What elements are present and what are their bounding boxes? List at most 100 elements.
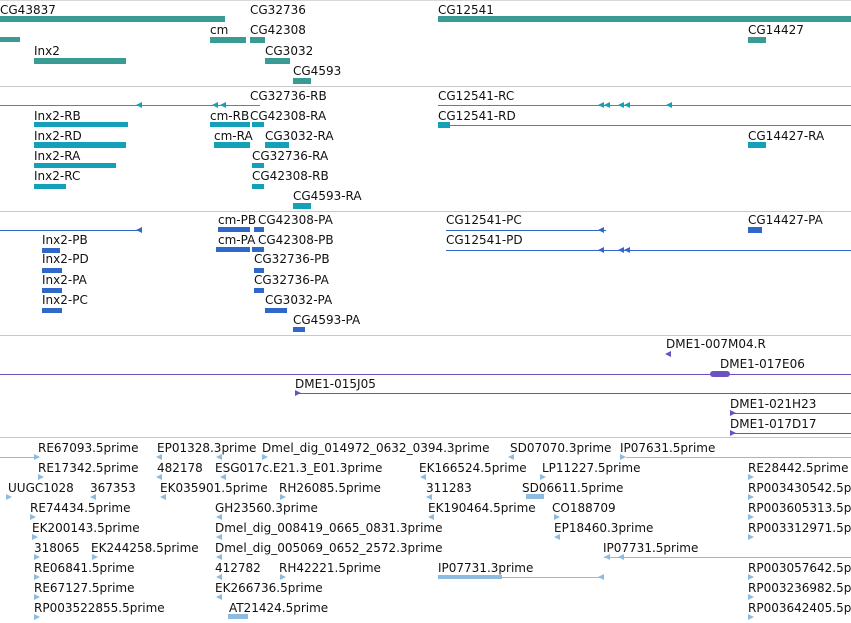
mrna-bar[interactable]	[293, 327, 305, 332]
est-bar[interactable]	[526, 494, 544, 499]
cdna-line[interactable]	[730, 413, 851, 414]
est-line[interactable]	[502, 577, 602, 578]
est-label[interactable]: SD07070.3prime	[510, 441, 612, 455]
mrna-bar[interactable]	[216, 247, 250, 252]
mrna-line[interactable]	[0, 230, 140, 231]
mrna-bar[interactable]	[748, 227, 762, 233]
mrna-label[interactable]: Inx2-PC	[42, 293, 88, 307]
est-bar[interactable]	[438, 575, 502, 579]
est-label[interactable]: LP11227.5prime	[542, 461, 641, 475]
cdna-line[interactable]	[730, 433, 851, 434]
mrna-label[interactable]: Inx2-PB	[42, 233, 88, 247]
gene-label[interactable]: CG3032	[265, 44, 314, 58]
transcript-label[interactable]: cm-RB	[210, 109, 250, 123]
est-label[interactable]: RP003057642.5prime	[748, 561, 851, 575]
transcript-label[interactable]: Inx2-RB	[34, 109, 81, 123]
est-label[interactable]: EK190464.5prime	[428, 501, 536, 515]
gene-bar[interactable]	[265, 58, 290, 64]
est-label[interactable]: EK200143.5prime	[32, 521, 140, 535]
est-bar[interactable]	[228, 614, 248, 619]
est-label[interactable]: EK244258.5prime	[91, 541, 199, 555]
est-label[interactable]: 311283	[426, 481, 472, 495]
cdna-label[interactable]: DME1-007M04.R	[666, 337, 766, 351]
est-label[interactable]: EP18460.3prime	[554, 521, 654, 535]
gene-label[interactable]: CG43837	[0, 3, 56, 17]
transcript-label[interactable]: CG3032-RA	[265, 129, 334, 143]
mrna-label[interactable]: CG42308-PB	[258, 233, 334, 247]
est-label[interactable]: IP07731.5prime	[603, 541, 699, 555]
gene-bar[interactable]	[748, 37, 766, 43]
cdna-line[interactable]	[295, 393, 851, 394]
transcript-label[interactable]: CG32736-RB	[250, 89, 327, 103]
transcript-label[interactable]: CG42308-RA	[250, 109, 327, 123]
est-label[interactable]: EK266736.5prime	[215, 581, 323, 595]
mrna-label[interactable]: Inx2-PA	[42, 273, 87, 287]
est-label[interactable]: Dmel_dig_014972_0632_0394.3prime	[262, 441, 490, 455]
est-label[interactable]: RP003312971.5prime	[748, 521, 851, 535]
gene-label[interactable]: CG42308	[250, 23, 306, 37]
mrna-bar[interactable]	[252, 247, 264, 252]
transcript-label[interactable]: CG14427-RA	[748, 129, 825, 143]
gene-label[interactable]: CG32736	[250, 3, 306, 17]
mrna-label[interactable]: CG42308-PA	[258, 213, 333, 227]
transcript-label[interactable]: CG32736-RA	[252, 149, 329, 163]
est-label[interactable]: AT21424.5prime	[229, 601, 329, 615]
transcript-label[interactable]: Inx2-RA	[34, 149, 81, 163]
transcript-bar[interactable]	[265, 142, 289, 148]
est-label[interactable]: 412782	[215, 561, 261, 575]
mrna-label[interactable]: CG12541-PC	[446, 213, 522, 227]
cdna-bar[interactable]	[710, 371, 730, 377]
gene-bar[interactable]	[0, 16, 225, 22]
est-label[interactable]: GH23560.3prime	[215, 501, 318, 515]
est-line[interactable]	[626, 457, 851, 458]
mrna-label[interactable]: CG12541-PD	[446, 233, 523, 247]
est-label[interactable]: RH42221.5prime	[279, 561, 381, 575]
mrna-label[interactable]: CG14427-PA	[748, 213, 823, 227]
est-label[interactable]: RE17342.5prime	[38, 461, 139, 475]
gene-label[interactable]: CG4593	[293, 64, 342, 78]
transcript-bar[interactable]	[252, 122, 264, 127]
transcript-label[interactable]: CG4593-RA	[293, 189, 362, 203]
est-label[interactable]: CO188709	[552, 501, 616, 515]
cdna-label[interactable]: DME1-021H23	[730, 397, 817, 411]
gene-bar[interactable]	[293, 78, 311, 84]
est-label[interactable]: RP003642405.5prime	[748, 601, 851, 615]
est-label[interactable]: RP003236982.5prime	[748, 581, 851, 595]
gene-label[interactable]: CG12541	[438, 3, 494, 17]
cdna-label[interactable]: DME1-017E06	[720, 357, 805, 371]
transcript-label[interactable]: CG42308-RB	[252, 169, 329, 183]
mrna-bar[interactable]	[218, 227, 250, 232]
mrna-label[interactable]: CG3032-PA	[265, 293, 333, 307]
transcript-bar[interactable]	[438, 122, 450, 128]
transcript-line[interactable]	[438, 105, 851, 106]
est-label[interactable]: RP003522855.5prime	[34, 601, 165, 615]
transcript-bar[interactable]	[293, 203, 311, 209]
mrna-bar[interactable]	[42, 308, 62, 313]
transcript-label[interactable]: cm-RA	[214, 129, 253, 143]
gene-label[interactable]: cm	[210, 23, 229, 37]
est-label[interactable]: RE67127.5prime	[34, 581, 135, 595]
transcript-bar[interactable]	[34, 163, 116, 168]
est-line[interactable]	[0, 457, 34, 458]
mrna-label[interactable]: CG4593-PA	[293, 313, 361, 327]
est-label[interactable]: RP003605313.5prime	[748, 501, 851, 515]
gene-label[interactable]: CG14427	[748, 23, 804, 37]
transcript-bar[interactable]	[748, 142, 766, 148]
mrna-bar[interactable]	[42, 268, 62, 273]
mrna-label[interactable]: CG32736-PB	[254, 252, 330, 266]
est-label[interactable]: Dmel_dig_005069_0652_2572.3prime	[215, 541, 443, 555]
transcript-bar[interactable]	[214, 142, 250, 148]
est-label[interactable]: 367353	[90, 481, 136, 495]
mrna-bar[interactable]	[42, 248, 60, 253]
transcript-label[interactable]: CG12541-RC	[438, 89, 515, 103]
est-line[interactable]	[604, 557, 851, 558]
gene-bar[interactable]	[438, 16, 851, 22]
mrna-bar[interactable]	[254, 227, 264, 232]
cdna-label[interactable]: DME1-017D17	[730, 417, 817, 431]
mrna-bar[interactable]	[42, 288, 62, 293]
transcript-line[interactable]	[0, 105, 260, 106]
mrna-bar[interactable]	[254, 288, 264, 293]
transcript-bar[interactable]	[252, 184, 264, 189]
est-label[interactable]: ESG017c.E21.3_E01.3prime	[215, 461, 383, 475]
transcript-bar[interactable]	[34, 122, 128, 127]
